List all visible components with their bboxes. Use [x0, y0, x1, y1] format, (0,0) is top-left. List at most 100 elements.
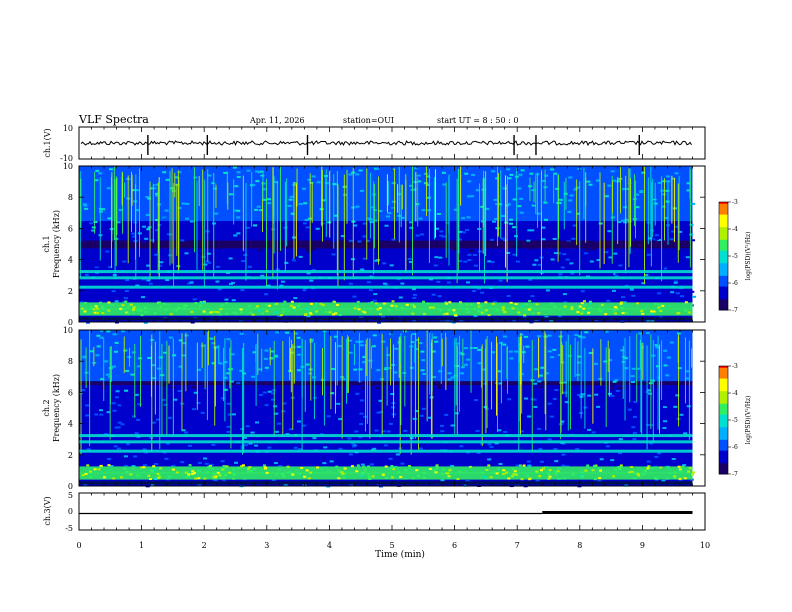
- spec-cell: [251, 183, 256, 186]
- spec-cell: [401, 261, 406, 264]
- spec-hiss: [469, 303, 473, 306]
- spec-background-row: [79, 294, 693, 300]
- spec-cell: [391, 238, 396, 241]
- spec-cell: [113, 445, 118, 448]
- spec-cell: [354, 430, 359, 433]
- spec-cell: [604, 290, 609, 293]
- colorbar-cell: [719, 250, 728, 253]
- spec-cell: [598, 455, 603, 458]
- spec-cell: [279, 291, 284, 294]
- spec-cell: [131, 351, 136, 354]
- spec-cell: [82, 203, 87, 206]
- spec-hiss: [513, 470, 517, 473]
- spec-cell: [158, 264, 163, 267]
- spec-hiss: [309, 313, 313, 316]
- spec-hiss: [157, 476, 161, 479]
- spec-cell: [442, 183, 447, 186]
- spec-hiss: [480, 471, 484, 474]
- colorbar-cell: [719, 247, 728, 250]
- spec-cell: [437, 386, 442, 389]
- spec-hiss: [570, 306, 574, 309]
- spec-cell: [562, 381, 567, 384]
- spec-cell: [685, 370, 690, 373]
- spec-cell: [506, 168, 511, 171]
- spec-cell: [538, 374, 543, 377]
- colorbar-cell: [719, 375, 728, 378]
- spec-cell: [586, 180, 591, 183]
- spec-cell: [459, 445, 464, 448]
- spec-cell: [654, 234, 659, 237]
- spec-hiss: [370, 301, 374, 304]
- colorbar-cell: [719, 445, 728, 448]
- spec-cell: [236, 238, 241, 241]
- colorbar-cell: [719, 459, 728, 462]
- spec-cell: [555, 281, 560, 284]
- colorbar-cell: [719, 472, 728, 475]
- spec-hiss: [641, 312, 645, 315]
- spec-cell: [434, 256, 439, 259]
- spec-cell: [107, 182, 112, 185]
- spec-cell: [219, 446, 224, 449]
- spec-cell: [541, 196, 546, 199]
- spec-cell: [91, 255, 96, 258]
- colorbar-cell: [719, 423, 728, 426]
- spec-cell: [604, 330, 609, 333]
- spec-cell: [112, 409, 117, 412]
- spec-hiss: [633, 477, 637, 480]
- colorbar-cell: [719, 299, 728, 302]
- spec-cell: [657, 292, 662, 295]
- spec-cell: [184, 299, 189, 302]
- colorbar-cell: [719, 420, 728, 423]
- spec-cell: [661, 205, 666, 208]
- spec-cell: [155, 194, 160, 197]
- spec-cell: [343, 376, 348, 379]
- spec-hiss: [630, 470, 634, 473]
- spec-cell: [234, 280, 239, 283]
- spec-hiss: [448, 471, 452, 474]
- spec-cell: [111, 402, 116, 405]
- spec-cell: [678, 362, 683, 365]
- colorbar-cell: [719, 461, 728, 464]
- spec-cell: [517, 187, 522, 190]
- spec-cell: [438, 370, 443, 373]
- spec-cell: [264, 366, 269, 369]
- spec-cell: [267, 446, 272, 449]
- spec-hiss: [580, 312, 584, 315]
- spec-cell: [532, 263, 537, 266]
- spec-cell: [272, 249, 277, 252]
- spec-cell: [223, 388, 228, 391]
- ch2-freq-label: Frequency (kHz): [52, 374, 61, 442]
- spec-cell: [557, 231, 562, 234]
- spec-cell: [296, 353, 301, 356]
- spec-cell: [421, 209, 426, 212]
- spec-cell: [348, 351, 353, 354]
- spec-cell: [653, 370, 658, 373]
- spec-hiss: [251, 313, 255, 316]
- spec-cell: [95, 264, 100, 267]
- spec-cell: [480, 291, 485, 294]
- spec-cell: [381, 430, 386, 433]
- spec-cell: [307, 178, 312, 181]
- ch1-spec-ticks: [78, 166, 706, 322]
- spec-cell: [571, 237, 576, 240]
- spec-cell: [365, 229, 370, 232]
- colorbar-cell: [719, 427, 728, 430]
- spec-cell: [123, 455, 128, 458]
- spec-cell: [388, 422, 393, 425]
- spec-hiss: [202, 300, 206, 303]
- spec-background-row: [79, 353, 693, 358]
- spec-cell: [133, 455, 138, 458]
- spec-cell: [352, 295, 357, 298]
- spec-background-row: [79, 380, 693, 386]
- spec-hiss: [264, 467, 268, 470]
- spec-hiss: [247, 467, 251, 470]
- spec-hiss: [191, 470, 195, 473]
- spec-cell: [540, 366, 545, 369]
- colorbar-cell: [719, 470, 728, 473]
- spec-cell: [675, 394, 680, 397]
- colorbar-cell: [719, 245, 728, 248]
- spec-hiss: [496, 467, 500, 470]
- spec-cell: [200, 344, 205, 347]
- spec-cell: [273, 354, 278, 357]
- spec-cell: [580, 393, 585, 396]
